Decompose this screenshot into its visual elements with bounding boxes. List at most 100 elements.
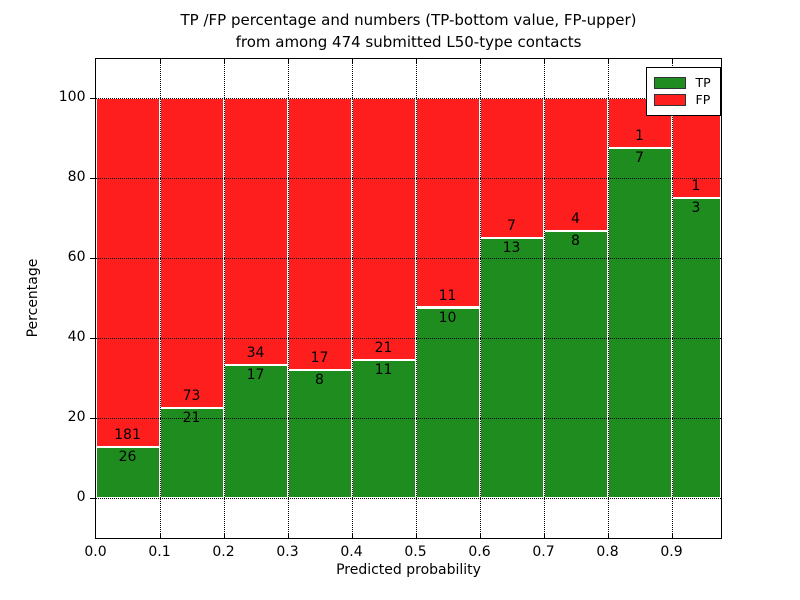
y-tick-20 [89,417,96,419]
y-gridline-0 [95,497,721,499]
x-gridline-6 [479,58,481,538]
tp-count-label-3: 8 [315,371,324,388]
x-gridline-2 [223,58,225,538]
legend-label-tp: TP [695,74,711,90]
x-tick-bottom-2 [223,532,225,538]
y-gridline-20 [95,417,721,419]
x-tick-label-1: 0.1 [148,543,171,560]
x-gridline-3 [287,58,289,538]
tp-count-label-1: 21 [182,410,201,427]
bar-segment-tp-5 [415,307,480,498]
tp-swatch-icon [653,76,686,89]
legend-entry-fp: FP [653,92,711,107]
y-tick-60 [89,258,96,260]
bar-segment-tp-2 [223,364,288,498]
y-tick-label-20: 20 [67,408,86,425]
tp-count-label-9: 3 [691,200,701,217]
x-tick-bottom-9 [671,532,673,538]
y-tick-0 [89,497,96,499]
x-gridline-5 [415,58,417,538]
y-tick-label-80: 80 [67,169,86,186]
chart-title-line2: from among 474 submitted L50-type contac… [235,33,582,51]
x-tick-top-2 [223,58,225,64]
fp-count-label-8: 1 [635,128,644,145]
x-tick-bottom-7 [543,532,545,538]
x-gridline-1 [159,58,161,538]
y-gridline-100 [95,98,721,100]
y-tick-label-60: 60 [67,249,86,266]
y-gridline-60 [95,258,721,260]
x-tick-bottom-5 [415,532,417,538]
bar-segment-tp-0 [95,447,160,498]
fp-count-label-4: 21 [374,340,393,357]
x-gridline-8 [607,58,609,538]
x-tick-bottom-6 [479,532,481,538]
fp-count-label-9: 1 [691,178,701,195]
bar-segment-tp-9 [671,198,721,498]
x-axis-label: Predicted probability [336,562,481,578]
bar-segment-tp-4 [351,360,416,498]
x-tick-top-7 [543,58,545,64]
fp-count-label-0: 181 [114,427,141,444]
bar-segment-tp-3 [287,369,352,498]
y-tick-label-100: 100 [58,89,86,106]
fp-count-label-7: 4 [571,211,580,228]
x-gridline-7 [543,58,545,538]
legend-entry-tp: TP [653,74,711,90]
y-tick-label-40: 40 [67,328,86,345]
y-tick-80 [89,178,96,180]
y-tick-100 [89,98,96,100]
plot-area: TP FP 181 26 73 21 34 17 17 8 21 11 11 10 7 13 4 8 1 7 1 3 0… [59,57,722,560]
bar-segment-tp-6 [479,238,544,498]
y-gridline-80 [95,178,721,180]
y-tick-40 [89,337,96,339]
chart-title: TP /FP percentage and numbers (TP-bottom… [96,9,721,53]
y-axis-label: Percentage [25,258,41,338]
fp-count-label-6: 7 [507,218,516,235]
x-tick-label-5: 0.5 [404,543,427,560]
bar-segment-fp-3 [287,98,352,370]
x-tick-label-0: 0.0 [84,543,107,560]
x-tick-bottom-8 [607,532,609,538]
y-gridline-40 [95,337,721,339]
x-gridline-4 [351,58,353,538]
x-tick-label-9: 0.9 [660,543,683,560]
x-tick-top-3 [287,58,289,64]
x-tick-bottom-4 [351,532,353,538]
tp-count-label-2: 17 [246,366,265,383]
x-gridline-9 [671,58,673,538]
x-tick-top-8 [607,58,609,64]
x-tick-top-5 [415,58,417,64]
x-tick-label-6: 0.6 [468,543,491,560]
x-tick-bottom-1 [159,532,161,538]
legend: TP FP [645,66,721,116]
bar-segment-tp-7 [543,231,608,498]
x-tick-bottom-3 [287,532,289,538]
x-tick-top-9 [671,58,673,64]
x-tick-label-7: 0.7 [532,543,555,560]
fp-count-label-3: 17 [310,349,329,366]
tp-count-label-5: 10 [438,309,457,326]
x-tick-label-4: 0.4 [340,543,363,560]
x-tick-label-2: 0.2 [212,543,235,560]
x-tick-label-3: 0.3 [276,543,299,560]
bar-segment-fp-1 [159,98,224,409]
tp-count-label-4: 11 [374,362,393,379]
x-tick-top-4 [351,58,353,64]
bar-segment-fp-5 [415,98,480,308]
tp-count-label-0: 26 [118,449,137,466]
tp-count-label-8: 7 [635,150,644,167]
x-tick-label-8: 0.8 [596,543,619,560]
bar-segment-fp-4 [351,98,416,361]
tp-count-label-7: 8 [571,233,580,250]
fp-count-label-1: 73 [182,388,201,405]
fp-count-label-5: 11 [438,287,457,304]
fp-swatch-icon [653,93,686,106]
bar-segment-fp-0 [95,98,160,448]
bar-segment-fp-2 [223,98,288,365]
x-tick-top-6 [479,58,481,64]
tp-count-label-6: 13 [502,240,521,257]
bar-segment-tp-1 [159,408,224,498]
bar-segment-tp-8 [607,148,672,498]
